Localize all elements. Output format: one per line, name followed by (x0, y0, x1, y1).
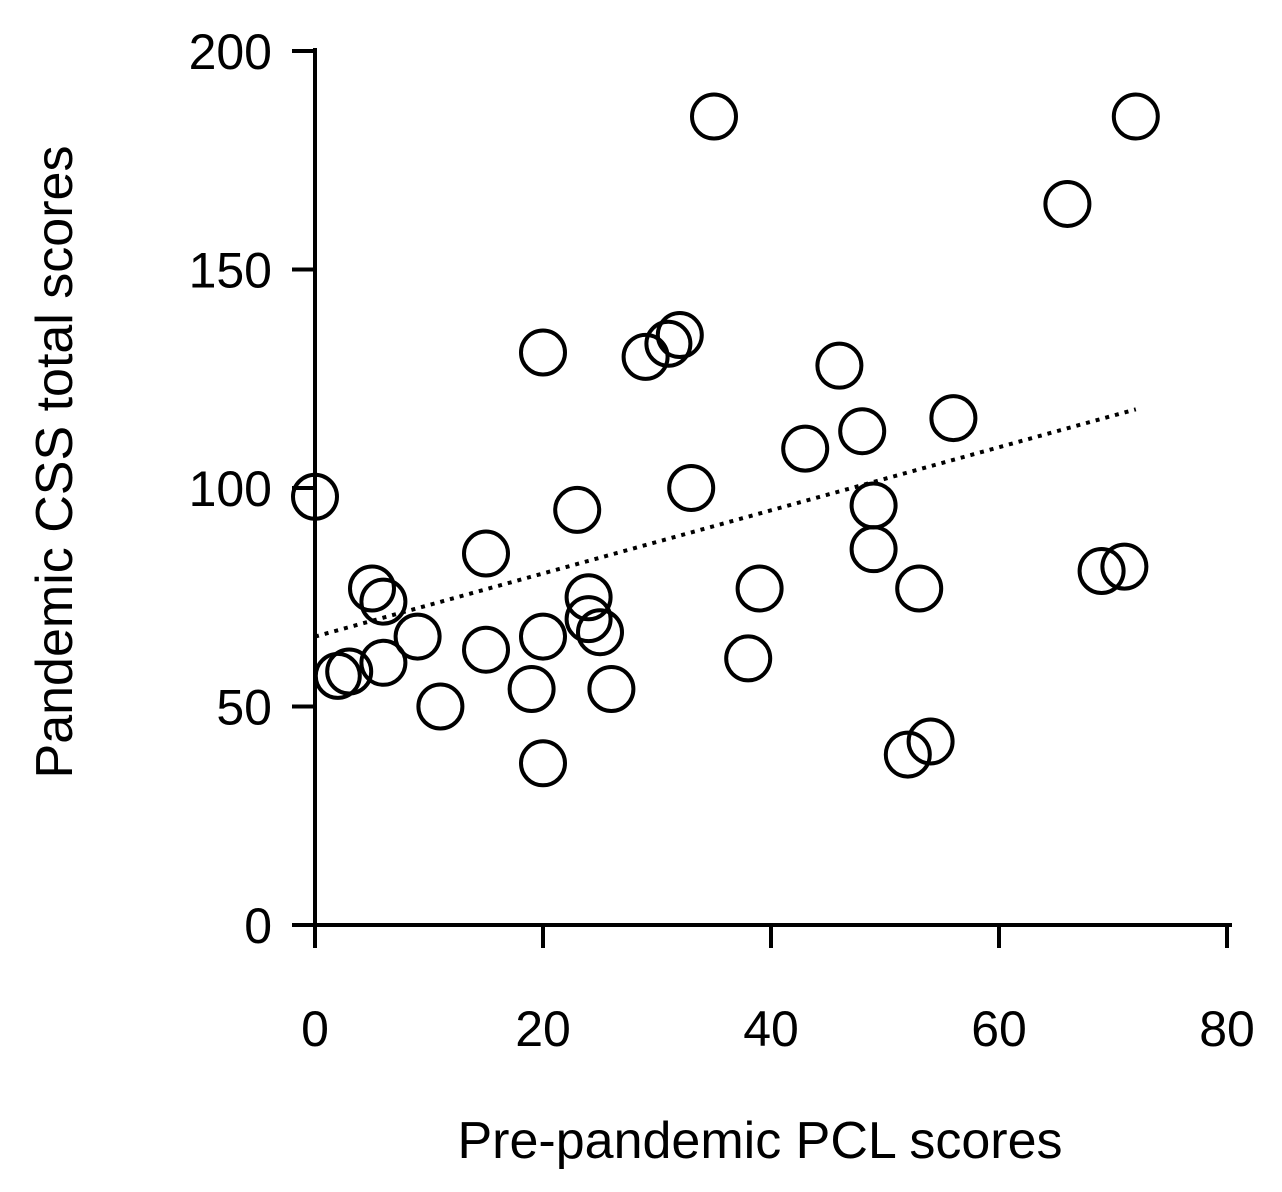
data-point (587, 665, 636, 714)
data-point (519, 328, 567, 377)
data-point (576, 608, 624, 657)
data-point (735, 564, 784, 613)
data-point (815, 341, 864, 390)
ticks-layer: 0 50 100 150 200 0 20 40 60 80 (189, 24, 1255, 1057)
data-point (849, 481, 898, 530)
y-tick-label: 50 (216, 680, 272, 736)
y-tick-label: 200 (189, 24, 272, 80)
x-tick-label: 80 (1199, 1001, 1255, 1057)
data-point (849, 525, 898, 574)
data-point (359, 577, 408, 626)
data-point (906, 717, 955, 766)
data-point (781, 424, 830, 473)
x-tick-label: 0 (301, 1001, 329, 1057)
trendline (314, 407, 1137, 639)
data-point (359, 638, 408, 687)
data-point (655, 311, 704, 360)
data-point (416, 682, 465, 731)
data-point (564, 595, 613, 644)
data-point (507, 665, 556, 714)
data-point (462, 625, 510, 674)
x-tick-label: 20 (515, 1001, 571, 1057)
data-point (667, 464, 716, 512)
data-point (462, 529, 510, 578)
data-point (621, 332, 670, 381)
data-point (1077, 547, 1126, 596)
data-point (838, 407, 887, 456)
points-layer (291, 92, 1160, 788)
data-point (564, 573, 613, 622)
x-axis-title: Pre-pandemic PCL scores (458, 1112, 1063, 1170)
y-tick-label: 0 (244, 898, 272, 954)
data-point (883, 730, 932, 779)
data-point (690, 92, 738, 141)
data-point (644, 319, 693, 368)
y-tick-label: 100 (189, 461, 272, 517)
data-point (519, 612, 567, 661)
data-point (325, 647, 374, 696)
data-point (393, 612, 442, 661)
data-point (929, 394, 978, 443)
data-point (519, 739, 567, 788)
trendline-layer (314, 407, 1137, 639)
data-point (553, 485, 602, 534)
data-point (895, 564, 944, 613)
data-point (1100, 542, 1149, 591)
x-tick-label: 40 (743, 1001, 799, 1057)
data-point (1111, 92, 1160, 141)
x-tick-label: 60 (971, 1001, 1027, 1057)
data-point (348, 564, 396, 613)
y-tick-label: 150 (189, 243, 272, 299)
data-point (724, 634, 773, 683)
data-point (1043, 179, 1092, 228)
y-axis-title: Pandemic CSS total scores (26, 146, 84, 779)
